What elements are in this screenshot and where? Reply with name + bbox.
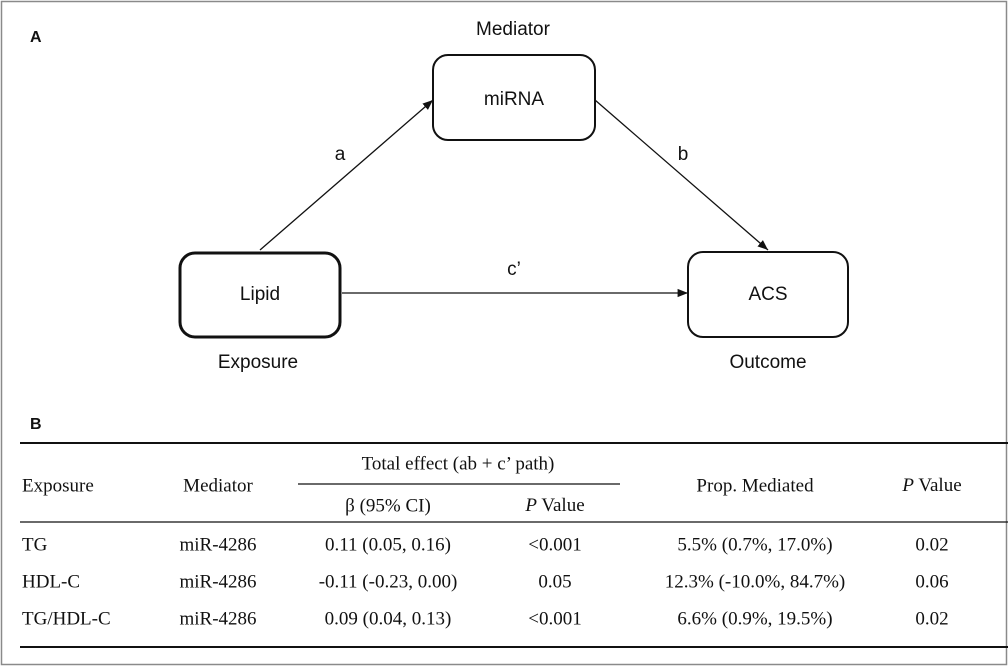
exposure-node: Lipid (240, 284, 280, 305)
mediator-box (432, 54, 596, 141)
panel-label: A (30, 29, 42, 46)
panel-label: B (30, 416, 42, 433)
table-cell: miR-4286 (179, 534, 256, 555)
exposure-caption: Exposure (218, 352, 298, 373)
header-italic: P (524, 495, 537, 516)
table-cell: <0.001 (528, 608, 581, 629)
table-cell: -0.11 (-0.23, 0.00) (319, 571, 458, 592)
arrow-b (594, 99, 769, 251)
arrow-a (259, 99, 434, 251)
path-label: a (335, 144, 346, 165)
outcome-node: ACS (748, 284, 787, 305)
path-label: c’ (507, 259, 521, 280)
header-rest: Value (918, 475, 961, 496)
table-cell: 6.6% (0.9%, 19.5%) (677, 608, 832, 629)
mediator-node: miRNA (484, 89, 544, 110)
table-cell: 5.5% (0.7%, 17.0%) (677, 534, 832, 555)
outcome-caption: Outcome (729, 352, 806, 373)
table-cell: 0.05 (538, 571, 571, 592)
table-cell: miR-4286 (179, 608, 256, 629)
column-header: Mediator (183, 475, 253, 496)
table-cell: 0.09 (0.04, 0.13) (325, 608, 452, 629)
table-cell: 0.02 (915, 534, 948, 555)
table-body: TG miR-4286 0.11 (0.05, 0.16) <0.001 5.5% (0… (22, 534, 949, 629)
table-cell: <0.001 (528, 534, 581, 555)
column-header: β (95% CI) (345, 495, 431, 516)
column-header: Total effect (ab + c’ path) (362, 453, 555, 474)
exposure-box (178, 251, 342, 339)
table-cell: HDL-C (22, 571, 80, 592)
header-italic: P (901, 475, 914, 496)
table-cell: miR-4286 (179, 571, 256, 592)
table-cell: TG (22, 534, 48, 555)
table-cell: 0.02 (915, 608, 948, 629)
mediator-caption: Mediator (476, 19, 551, 40)
table-cell: 12.3% (-10.0%, 84.7%) (665, 571, 845, 592)
column-header: Prop. Mediated (696, 475, 814, 496)
table-cell: TG/HDL-C (22, 608, 111, 629)
table-cell: 0.11 (0.05, 0.16) (325, 534, 451, 555)
table-cell: 0.06 (915, 571, 948, 592)
column-header: P Value (524, 495, 584, 516)
header-rest: Value (541, 495, 584, 516)
column-header: P Value (901, 475, 961, 496)
outcome-box (687, 251, 849, 338)
column-header: Exposure (22, 475, 94, 496)
path-label: b (678, 144, 689, 165)
